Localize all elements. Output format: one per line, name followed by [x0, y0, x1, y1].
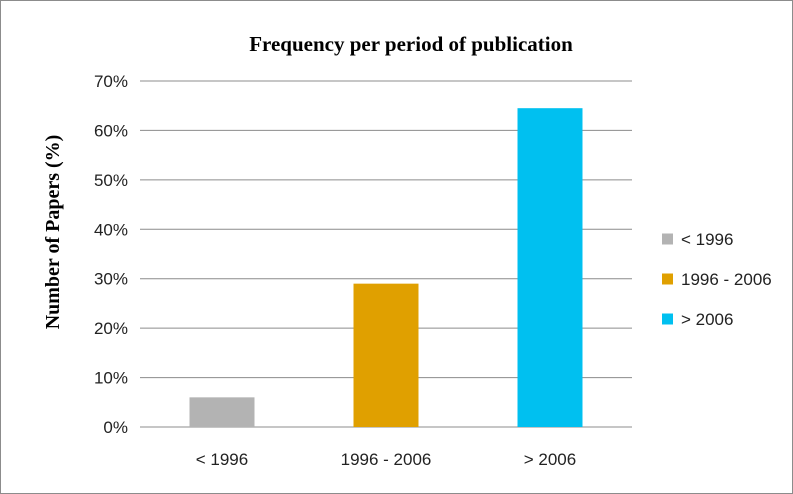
y-tick-label: 0%	[103, 418, 128, 437]
bar	[517, 108, 583, 427]
y-axis-ticks: 0% 10% 20% 30% 40% 50% 60% 70%	[94, 72, 128, 437]
bar	[189, 397, 255, 427]
y-tick-label: 60%	[94, 121, 128, 140]
y-axis-label: Number of Papers (%)	[42, 135, 64, 330]
legend-label: 1996 - 2006	[681, 270, 772, 289]
bar	[353, 283, 419, 427]
legend-label: < 1996	[681, 230, 733, 249]
x-axis-ticks: < 1996 1996 - 2006 > 2006	[196, 450, 576, 469]
y-tick-label: 40%	[94, 220, 128, 239]
y-tick-label: 20%	[94, 319, 128, 338]
chart-title: Frequency per period of publication	[249, 32, 573, 56]
legend: < 1996 1996 - 2006 > 2006	[662, 230, 772, 329]
bars	[189, 108, 583, 427]
legend-swatch	[662, 273, 673, 285]
y-tick-label: 50%	[94, 171, 128, 190]
legend-swatch	[662, 313, 673, 325]
legend-label: > 2006	[681, 310, 733, 329]
x-tick-label: 1996 - 2006	[341, 450, 432, 469]
y-tick-label: 30%	[94, 270, 128, 289]
y-tick-label: 10%	[94, 369, 128, 388]
x-tick-label: > 2006	[524, 450, 576, 469]
x-tick-label: < 1996	[196, 450, 248, 469]
y-tick-label: 70%	[94, 72, 128, 91]
legend-swatch	[662, 233, 673, 245]
